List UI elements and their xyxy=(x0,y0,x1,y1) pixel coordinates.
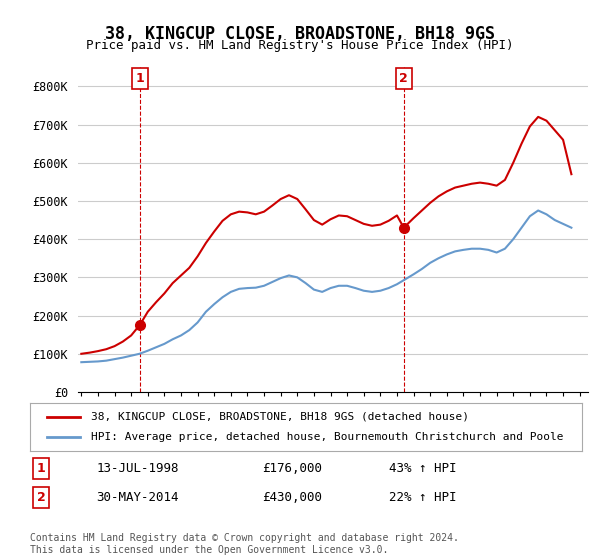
Text: £176,000: £176,000 xyxy=(262,462,322,475)
Text: £430,000: £430,000 xyxy=(262,491,322,504)
Text: 38, KINGCUP CLOSE, BROADSTONE, BH18 9GS (detached house): 38, KINGCUP CLOSE, BROADSTONE, BH18 9GS … xyxy=(91,412,469,422)
Text: Contains HM Land Registry data © Crown copyright and database right 2024.
This d: Contains HM Land Registry data © Crown c… xyxy=(30,533,459,555)
Text: 13-JUL-1998: 13-JUL-1998 xyxy=(96,462,179,475)
Text: 43% ↑ HPI: 43% ↑ HPI xyxy=(389,462,457,475)
Text: 1: 1 xyxy=(136,72,145,85)
Text: 1: 1 xyxy=(37,462,46,475)
Text: 30-MAY-2014: 30-MAY-2014 xyxy=(96,491,179,504)
Text: HPI: Average price, detached house, Bournemouth Christchurch and Poole: HPI: Average price, detached house, Bour… xyxy=(91,432,563,442)
Text: 2: 2 xyxy=(400,72,408,85)
Text: 38, KINGCUP CLOSE, BROADSTONE, BH18 9GS: 38, KINGCUP CLOSE, BROADSTONE, BH18 9GS xyxy=(105,25,495,43)
Text: Price paid vs. HM Land Registry's House Price Index (HPI): Price paid vs. HM Land Registry's House … xyxy=(86,39,514,52)
Text: 22% ↑ HPI: 22% ↑ HPI xyxy=(389,491,457,504)
Text: 2: 2 xyxy=(37,491,46,504)
